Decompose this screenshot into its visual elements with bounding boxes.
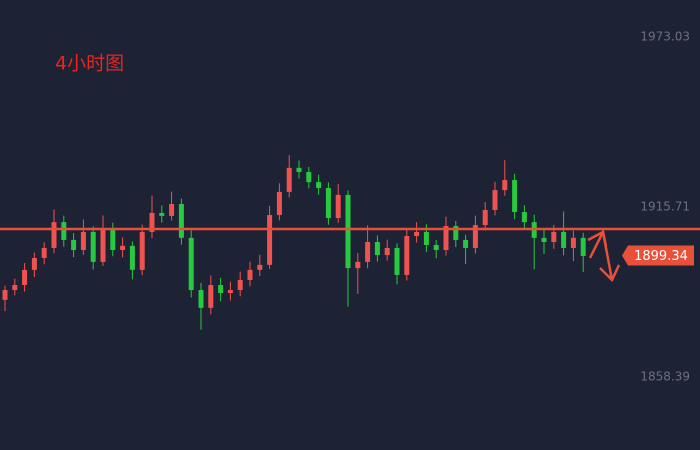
- candle-body: [149, 212, 155, 232]
- candle-body: [227, 290, 233, 294]
- candle-body: [286, 167, 292, 192]
- candle-body: [41, 247, 47, 259]
- candle-body: [129, 245, 135, 270]
- candle-body: [414, 231, 420, 237]
- arrow-head: [587, 230, 608, 247]
- chart-title: 4小时图: [55, 53, 124, 75]
- candle-body: [169, 204, 175, 216]
- candle-body: [453, 225, 459, 240]
- candle-body: [316, 182, 322, 189]
- candle-body: [296, 167, 302, 173]
- candle-body: [325, 188, 331, 218]
- candle-body: [463, 239, 469, 248]
- candle-body: [198, 290, 204, 308]
- candle-body: [218, 285, 224, 294]
- candle-body: [61, 222, 67, 240]
- candle-body: [335, 194, 341, 218]
- y-tick-label: 1973.03: [640, 30, 690, 44]
- candle-body: [2, 290, 8, 300]
- candle-body: [404, 236, 410, 275]
- candle-body: [188, 237, 194, 291]
- arrow-head: [599, 264, 621, 283]
- candle-body: [423, 231, 429, 245]
- candle-body: [443, 225, 449, 251]
- candle-body: [502, 180, 508, 191]
- candle-body: [492, 190, 498, 210]
- candle-body: [551, 231, 557, 243]
- candle-body: [355, 261, 361, 269]
- candle-body: [472, 225, 478, 248]
- candle-body: [482, 209, 488, 226]
- candle-body: [110, 228, 116, 251]
- candle-body: [120, 245, 126, 251]
- candle-body: [237, 279, 243, 291]
- candle-body: [365, 242, 371, 262]
- candle-body: [276, 191, 282, 216]
- candle-body: [394, 247, 400, 275]
- candle-body: [512, 180, 518, 213]
- candle-body: [71, 239, 77, 251]
- candle-body: [178, 204, 184, 238]
- candle-body: [561, 231, 567, 248]
- candle-body: [247, 269, 253, 280]
- candle-body: [257, 264, 263, 270]
- candle-body: [31, 258, 37, 270]
- candle-body: [521, 212, 527, 223]
- candle-body: [306, 172, 312, 183]
- candle-body: [90, 231, 96, 262]
- candle-body: [580, 237, 586, 256]
- candle-body: [570, 237, 576, 248]
- candle-body: [541, 237, 547, 243]
- candle-body: [80, 231, 86, 251]
- candle-body: [51, 222, 57, 248]
- candle-body: [433, 244, 439, 251]
- y-tick-label: 1858.39: [640, 369, 690, 383]
- price-tag: [622, 245, 694, 266]
- candle-body: [384, 247, 390, 256]
- candle-body: [12, 285, 18, 291]
- candle-body: [374, 242, 380, 256]
- candle-body: [22, 269, 28, 286]
- candle-body: [208, 285, 214, 308]
- candle-body: [267, 215, 273, 265]
- candle-body: [100, 228, 106, 262]
- price-tag-label: 1899.34: [634, 249, 688, 264]
- candle-body: [139, 231, 145, 270]
- y-tick-label: 1915.71: [640, 199, 690, 213]
- candle-body: [159, 212, 165, 216]
- candle-body: [345, 194, 351, 269]
